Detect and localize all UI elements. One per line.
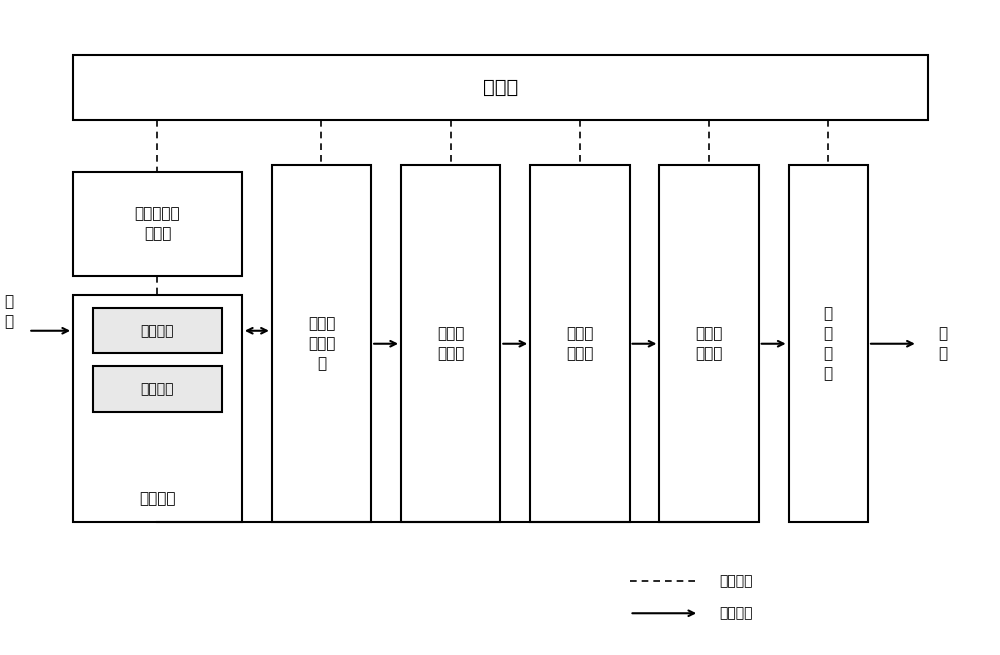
FancyBboxPatch shape — [272, 165, 371, 522]
Text: 参数存储: 参数存储 — [141, 383, 174, 396]
Text: 控制器: 控制器 — [483, 78, 518, 97]
Text: 密文存储: 密文存储 — [141, 324, 174, 338]
Text: 输
出: 输 出 — [938, 326, 947, 361]
FancyBboxPatch shape — [73, 55, 928, 120]
FancyBboxPatch shape — [789, 165, 868, 522]
Text: 输
出
模
块: 输 出 模 块 — [824, 307, 833, 381]
FancyBboxPatch shape — [93, 308, 222, 354]
FancyBboxPatch shape — [401, 165, 500, 522]
Text: 密文基
扩展模
块: 密文基 扩展模 块 — [308, 316, 335, 371]
FancyBboxPatch shape — [73, 295, 242, 522]
FancyBboxPatch shape — [93, 366, 222, 412]
FancyBboxPatch shape — [530, 165, 630, 522]
Text: 存储单元: 存储单元 — [139, 491, 176, 506]
FancyBboxPatch shape — [73, 172, 242, 276]
Text: 数据信号: 数据信号 — [719, 607, 752, 620]
FancyBboxPatch shape — [659, 165, 759, 522]
Text: 输
入: 输 入 — [4, 294, 13, 329]
Text: 密文缩
放模块: 密文缩 放模块 — [566, 326, 594, 361]
Text: 读写地址生
成模块: 读写地址生 成模块 — [135, 206, 180, 241]
Text: 对位相
乘模块: 对位相 乘模块 — [437, 326, 464, 361]
Text: 控制信号: 控制信号 — [719, 574, 752, 588]
Text: 重线性
化模块: 重线性 化模块 — [695, 326, 723, 361]
